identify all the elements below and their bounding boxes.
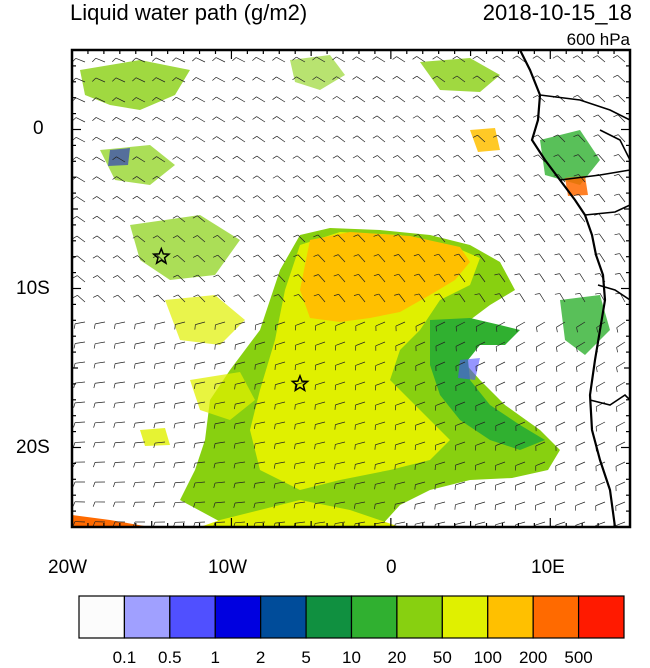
colorbar-swatch bbox=[124, 596, 169, 638]
colorbar-swatch bbox=[533, 596, 578, 638]
wind-barb-feather bbox=[596, 427, 597, 432]
colorbar-swatch bbox=[352, 596, 397, 638]
colorbar-label: 10 bbox=[342, 648, 361, 668]
colorbar bbox=[79, 596, 624, 638]
colorbar-label: 5 bbox=[301, 648, 310, 668]
lon-label-10e: 10E bbox=[531, 557, 565, 579]
lon-label-0: 0 bbox=[386, 557, 397, 579]
lat-label-20s: 20S bbox=[16, 437, 50, 459]
colorbar-swatch bbox=[488, 596, 533, 638]
colorbar-label: 100 bbox=[474, 648, 502, 668]
colorbar-label: 50 bbox=[433, 648, 452, 668]
colorbar-label: 0.1 bbox=[113, 648, 137, 668]
colorbar-swatch bbox=[79, 596, 124, 638]
lon-label-20w: 20W bbox=[48, 557, 87, 579]
colorbar-swatch bbox=[170, 596, 215, 638]
colorbar-swatch bbox=[397, 596, 442, 638]
colorbar-label: 20 bbox=[387, 648, 406, 668]
lon-label-10w: 10W bbox=[208, 557, 247, 579]
colorbar-label: 1 bbox=[211, 648, 220, 668]
wind-barb-feather bbox=[456, 327, 457, 332]
colorbar-swatch bbox=[442, 596, 487, 638]
colorbar-swatch bbox=[306, 596, 351, 638]
colorbar-swatch bbox=[579, 596, 624, 638]
cloud-thin1 bbox=[108, 148, 130, 166]
colorbar-label: 500 bbox=[564, 648, 592, 668]
colorbar-swatch bbox=[215, 596, 260, 638]
lat-label-10s: 10S bbox=[16, 278, 50, 300]
colorbar-swatch bbox=[261, 596, 306, 638]
colorbar-label: 200 bbox=[519, 648, 547, 668]
colorbar-label: 0.5 bbox=[158, 648, 182, 668]
colorbar-label: 2 bbox=[256, 648, 265, 668]
lat-label-0: 0 bbox=[33, 118, 44, 140]
